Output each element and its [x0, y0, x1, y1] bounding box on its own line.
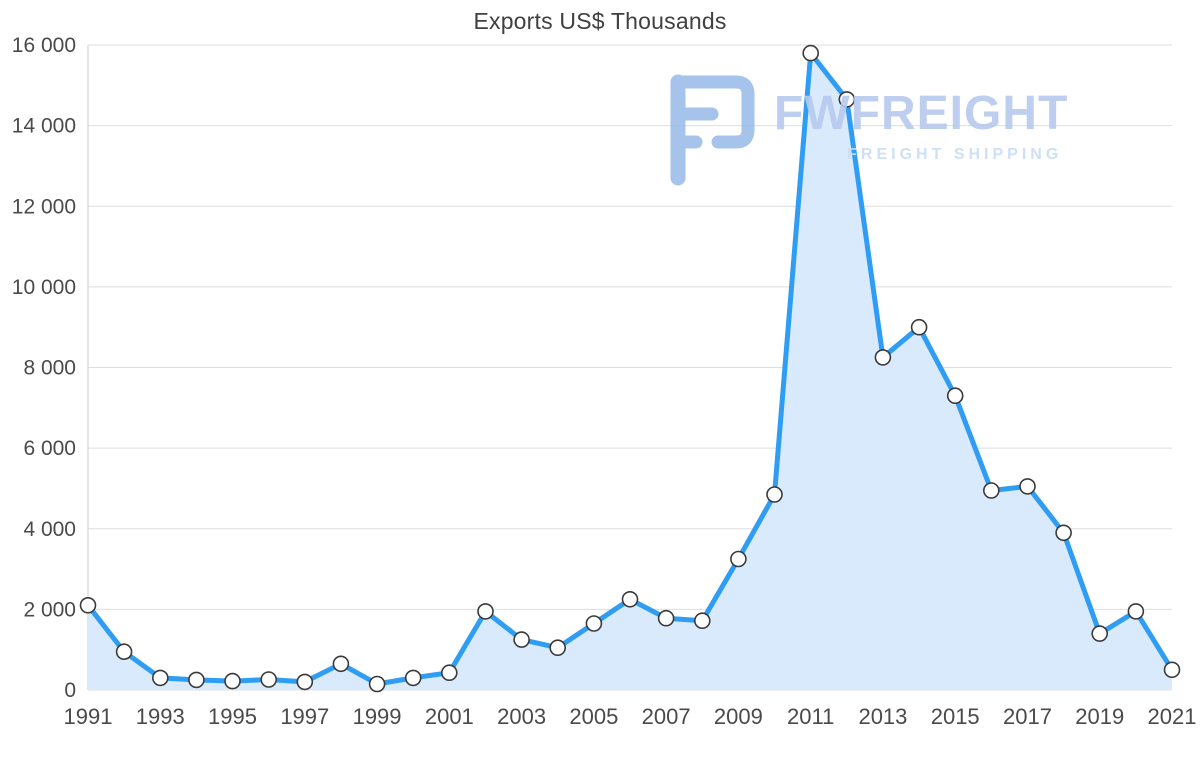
y-tick-label: 8 000: [23, 357, 76, 380]
x-tick-label: 2013: [858, 704, 907, 729]
data-point-marker: [152, 669, 169, 687]
data-point-marker: [260, 671, 278, 688]
data-point-marker: [982, 482, 1000, 499]
y-tick-label: 14 000: [12, 115, 76, 138]
chart-title: Exports US$ Thousands: [473, 8, 727, 34]
area-fill: [88, 53, 1172, 691]
y-tick-label: 12 000: [12, 195, 76, 218]
x-tick-label: 2009: [714, 704, 763, 729]
data-point-marker: [693, 612, 711, 630]
x-tick-label: 1997: [280, 704, 329, 729]
x-axis-labels: 1991 1993 1995 1997 1999 2001 2003 2005 2007 2009…: [64, 704, 1197, 729]
data-point-marker: [730, 550, 747, 568]
data-point-marker: [1163, 661, 1181, 679]
x-tick-label: 2001: [425, 704, 474, 729]
data-point-marker: [188, 671, 205, 689]
data-point-marker: [1091, 625, 1108, 642]
data-point-marker: [368, 675, 386, 693]
data-point-marker: [766, 486, 783, 503]
x-tick-label: 2017: [1003, 704, 1052, 729]
x-tick-label: 2019: [1075, 704, 1124, 729]
y-tick-label: 6 000: [23, 437, 76, 460]
x-tick-label: 2015: [931, 704, 980, 729]
data-point-marker: [79, 596, 97, 614]
data-point-marker: [946, 387, 964, 405]
y-tick-label: 10 000: [12, 276, 76, 299]
data-point-marker: [874, 349, 892, 366]
x-tick-label: 1995: [208, 704, 257, 729]
x-tick-label: 1991: [64, 704, 113, 729]
data-point-marker: [802, 44, 820, 62]
x-tick-label: 1999: [353, 704, 402, 729]
x-tick-label: 2021: [1148, 704, 1197, 729]
data-point-marker: [838, 91, 856, 108]
x-tick-label: 2011: [787, 704, 834, 729]
y-tick-label: 16 000: [12, 34, 76, 57]
data-point-marker: [1127, 603, 1145, 620]
data-point-marker: [910, 318, 928, 336]
y-tick-label: 2 000: [23, 598, 76, 621]
data-point-marker: [657, 609, 675, 627]
data-point-marker: [477, 603, 494, 620]
data-point-marker: [332, 655, 350, 673]
x-tick-label: 2005: [569, 704, 618, 729]
data-point-marker: [513, 631, 530, 648]
data-point-marker: [1019, 478, 1036, 495]
x-tick-label: 1993: [136, 704, 185, 729]
y-tick-label: 0: [64, 679, 76, 702]
data-point-marker: [224, 672, 241, 690]
data-point-marker: [621, 590, 639, 608]
x-tick-label: 2007: [642, 704, 691, 729]
data-point-marker: [585, 615, 603, 632]
y-axis-labels: 0 2 000 4 000 6 000 8 000 10 000 12 000 14 000 1…: [12, 34, 76, 702]
data-point-marker: [296, 673, 314, 691]
data-point-marker: [440, 664, 458, 682]
data-point-marker: [549, 639, 567, 657]
data-point-markers: [79, 44, 1181, 693]
data-point-marker: [404, 669, 422, 687]
x-tick-label: 2003: [497, 704, 546, 729]
y-tick-label: 4 000: [23, 518, 76, 541]
data-point-marker: [115, 643, 133, 661]
data-point-marker: [1055, 524, 1072, 542]
